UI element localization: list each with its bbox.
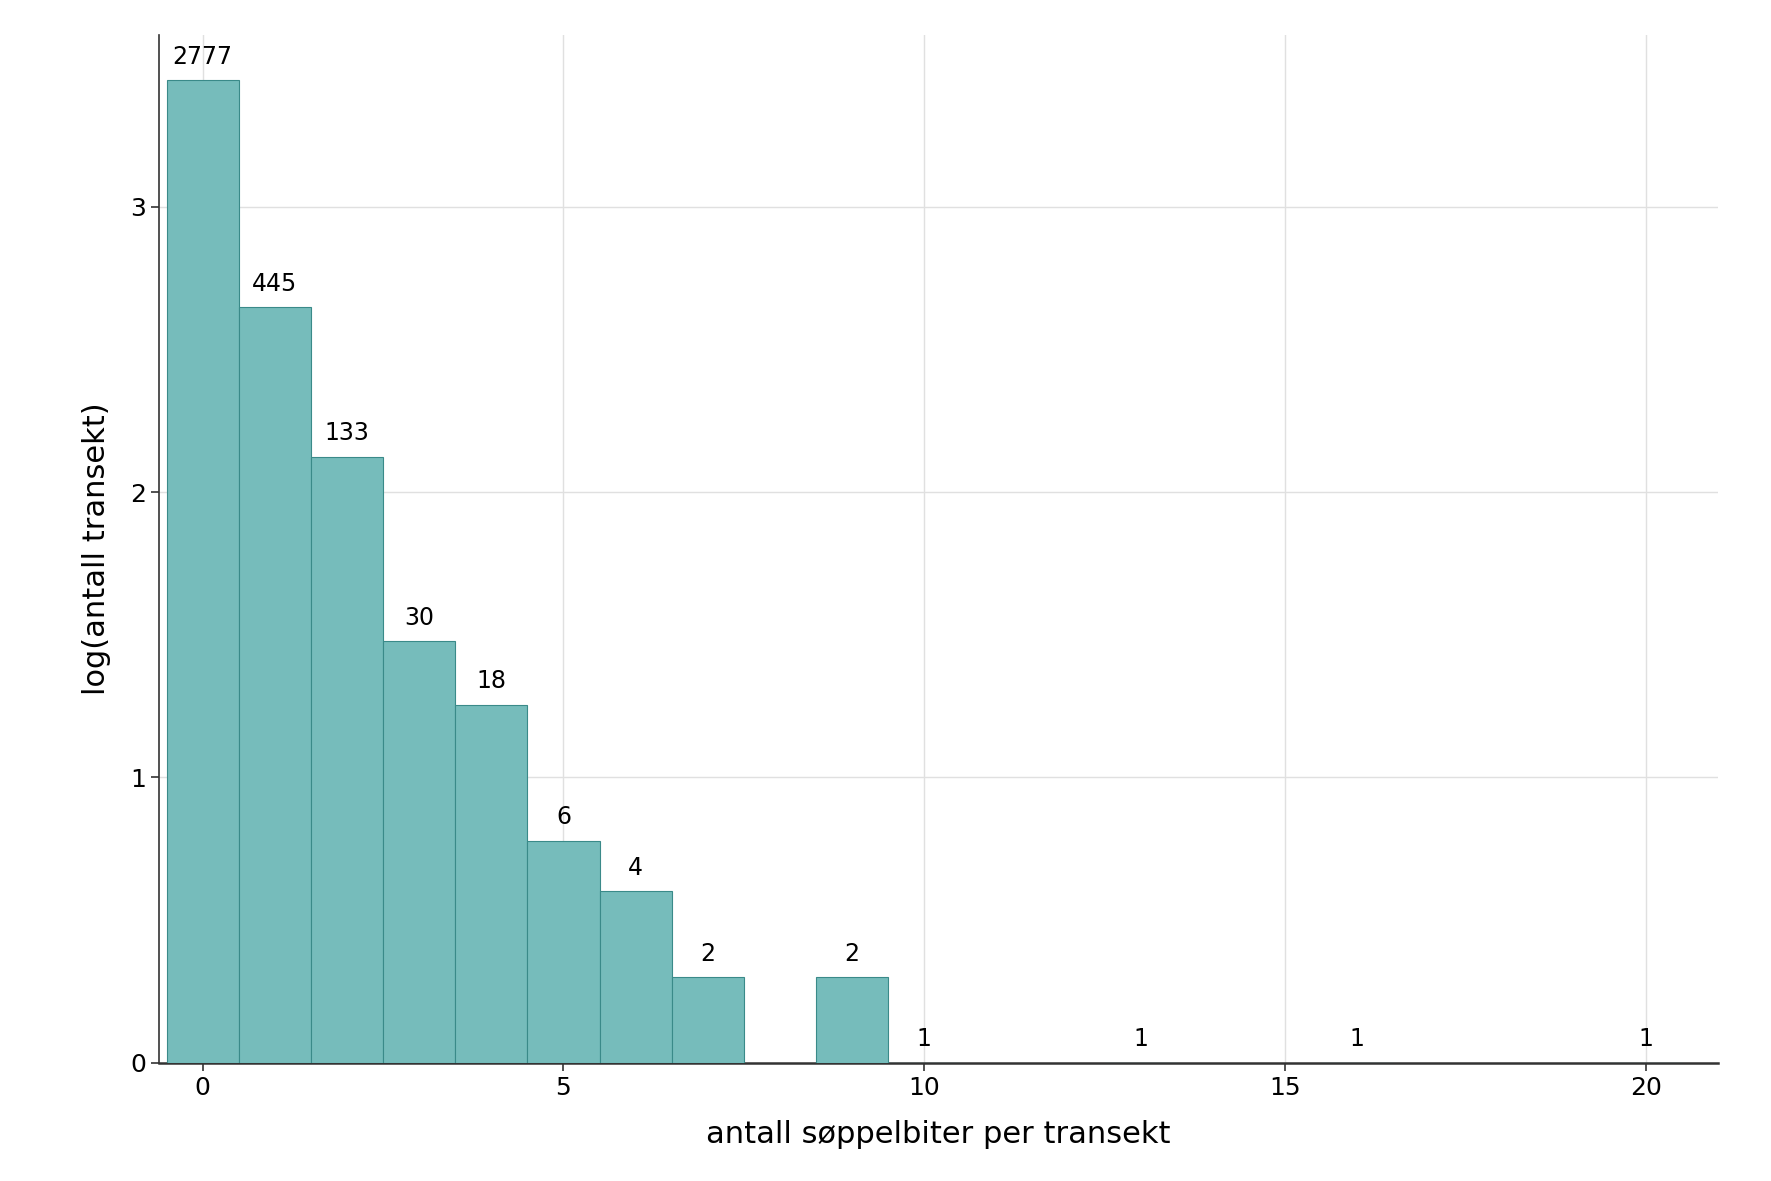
Bar [166, 80, 239, 1063]
Text: 133: 133 [324, 422, 370, 445]
Text: 1: 1 [1350, 1027, 1364, 1051]
Text: 30: 30 [404, 606, 434, 629]
Text: 4: 4 [629, 856, 643, 880]
Text: 1: 1 [917, 1027, 932, 1051]
Bar [528, 841, 600, 1063]
Bar [239, 307, 312, 1063]
Text: 6: 6 [556, 805, 570, 829]
Text: 2: 2 [700, 941, 715, 966]
Y-axis label: log(antall transekt): log(antall transekt) [81, 403, 112, 696]
Text: 1: 1 [1638, 1027, 1652, 1051]
Bar [816, 977, 887, 1063]
X-axis label: antall søppelbiter per transekt: antall søppelbiter per transekt [707, 1120, 1171, 1149]
Text: 18: 18 [476, 670, 507, 693]
Bar [455, 705, 528, 1063]
Bar [600, 892, 671, 1063]
Text: 2777: 2777 [174, 45, 232, 68]
Text: 1: 1 [1133, 1027, 1148, 1051]
Bar [312, 457, 383, 1063]
Bar [383, 641, 455, 1063]
Text: 445: 445 [251, 272, 298, 295]
Text: 2: 2 [845, 941, 859, 966]
Bar [671, 977, 744, 1063]
